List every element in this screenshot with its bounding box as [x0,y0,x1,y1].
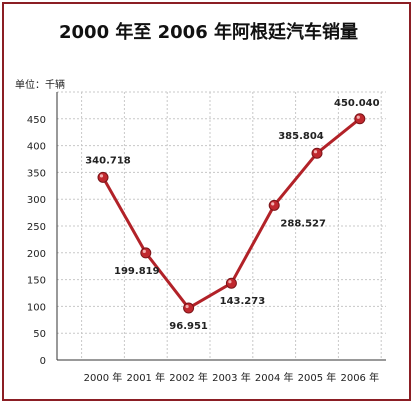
data-labels: 340.718 199.819 96.951 143.273 288.527 385.80… [85,98,379,332]
data-point [311,147,323,159]
data-label: 96.951 [169,321,208,332]
axes [56,92,386,361]
x-tick-label: 2001 年 [126,371,165,384]
data-label: 199.819 [114,266,160,277]
y-tick-label: 150 [27,276,46,287]
data-point [225,277,237,289]
x-tick-label: 2004 年 [255,371,294,384]
x-tick-label: 2005 年 [298,371,337,384]
data-point-highlight [185,304,189,309]
data-point [354,113,366,125]
data-point-highlight [228,280,232,284]
data-label: 385.804 [278,131,324,142]
x-tick-label: 2000 年 [84,371,123,384]
x-tick-label: 2002 年 [169,371,208,384]
data-point [268,199,280,211]
data-point [183,302,195,314]
x-tick-label: 2006 年 [340,371,379,384]
data-point-highlight [99,174,104,178]
data-point-highlight [313,150,318,154]
y-tick-label: 200 [27,249,46,260]
chart-frame [2,2,411,401]
data-label: 143.273 [220,296,266,307]
data-point-highlight [142,249,146,253]
data-point-highlight [271,202,275,206]
y-tick-label: 250 [27,222,46,233]
y-tick-label: 350 [27,168,46,179]
data-label: 288.527 [280,218,326,229]
y-tick-label: 300 [27,195,46,206]
y-tick-labels: 0 50 100 150 200 250 300 350 400 450 [27,115,46,367]
data-point-highlight [356,115,360,119]
data-point [97,171,109,183]
y-tick-label: 400 [27,142,46,153]
y-tick-label: 100 [27,302,46,313]
data-label: 450.040 [334,98,380,109]
y-tick-label: 50 [33,329,46,340]
data-markers [97,113,366,314]
y-tick-label: 0 [40,356,46,367]
grid-lines [57,91,386,360]
data-point [140,247,152,259]
x-tick-labels: 2000 年 2001 年 2002 年 2003 年 2004 年 2005 年 2006… [84,371,379,384]
unit-label: 单位：千辆 [15,80,65,91]
x-tick-label: 2003 年 [212,371,251,384]
y-tick-label: 450 [27,115,46,126]
data-label: 340.718 [85,155,131,166]
chart-title: 2000 年至 2006 年阿根廷汽车销量 [59,22,358,43]
